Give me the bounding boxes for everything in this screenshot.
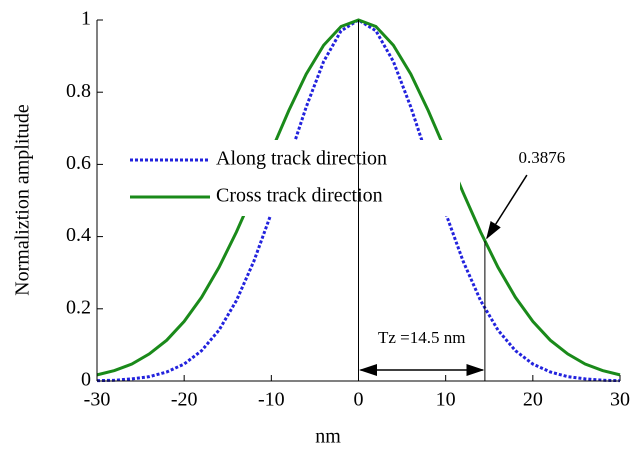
x-tick-label: -20 <box>171 389 198 411</box>
y-tick-label: 0.4 <box>66 224 91 246</box>
x-tick-label: 20 <box>523 389 543 411</box>
y-tick-label: 0.8 <box>66 80 91 102</box>
x-tick-label: 0 <box>354 389 364 411</box>
tz-label: Tz =14.5 nm <box>378 328 466 347</box>
legend-label: Along track direction <box>216 148 387 170</box>
x-tick-label: 30 <box>610 389 630 411</box>
value-arrow <box>486 174 528 240</box>
y-tick-label: 1 <box>81 8 91 30</box>
x-tick-label: 10 <box>436 389 456 411</box>
y-tick-label: 0 <box>81 369 91 391</box>
y-tick-label: 0.6 <box>66 152 91 174</box>
x-tick-label: -10 <box>258 389 285 411</box>
legend-box <box>125 140 460 216</box>
data-line <box>96 18 621 383</box>
y-axis-label: Normaliztion amplitude <box>12 104 34 296</box>
x-tick-label: -30 <box>84 389 111 411</box>
legend-label: Cross track direction <box>216 185 383 207</box>
x-axis-label: nm <box>315 426 341 448</box>
y-tick-label: 0.2 <box>66 296 91 318</box>
value-label: 0.3876 <box>519 148 566 167</box>
